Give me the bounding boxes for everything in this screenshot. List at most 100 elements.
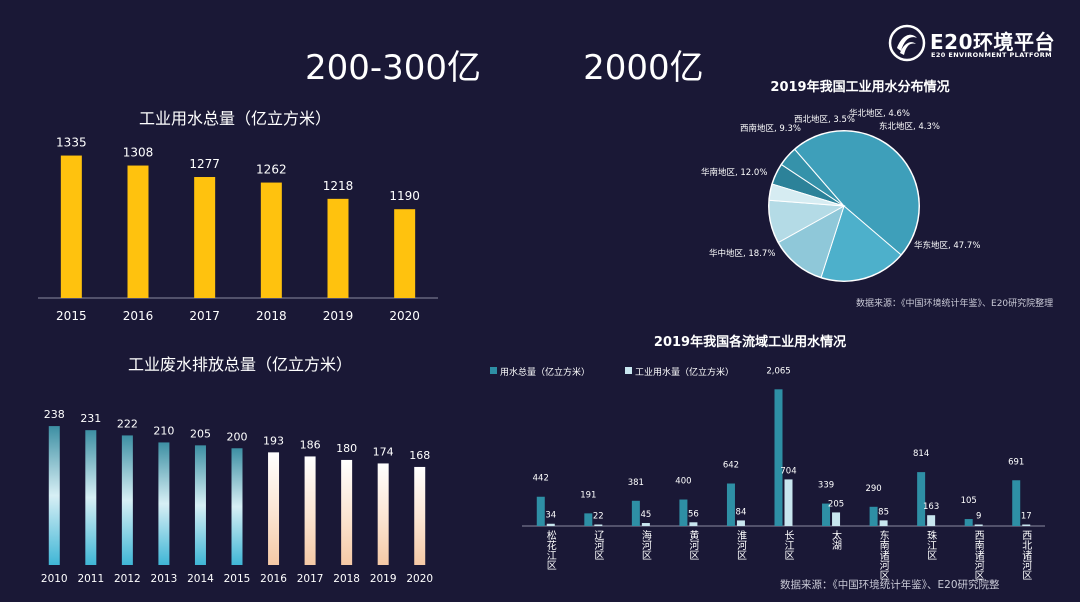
basin-tick-label: 西北诸河区 — [1020, 530, 1032, 580]
wastewater-value-label: 210 — [153, 424, 174, 437]
wastewater-tick-label: 2016 — [260, 573, 287, 585]
basin-industrial-bar — [784, 479, 793, 526]
pie-slice-label: 华东地区, 47.7% — [914, 240, 980, 251]
basin-tick-label: 西南诸河区 — [972, 530, 984, 580]
pie-title: 2019年我国工业用水分布情况 — [770, 80, 950, 95]
basin-tick-label: 黄河区 — [687, 529, 699, 560]
basin-value-label: 45 — [640, 510, 651, 520]
wastewater-bar — [341, 459, 353, 565]
wastewater-bar — [121, 435, 133, 565]
basin-value-label: 400 — [675, 477, 691, 487]
water-tick-label: 2015 — [56, 309, 87, 323]
basin-total-bar — [964, 519, 973, 526]
basin-tick-label: 辽河区 — [592, 530, 604, 560]
basin-value-label: 34 — [545, 511, 556, 521]
wastewater-tick-label: 2014 — [187, 573, 214, 585]
water-tick-label: 2016 — [123, 309, 154, 323]
pie-slice — [768, 183, 845, 207]
wastewater-tick-label: 2020 — [406, 573, 433, 585]
basin-total-bar — [631, 500, 640, 526]
basin-value-label: 22 — [593, 512, 604, 522]
basin-value-label: 704 — [780, 466, 796, 476]
pie-slice — [794, 130, 920, 256]
legend-label-total: 用水总量（亿立方米） — [500, 366, 590, 378]
basin-value-label: 442 — [533, 474, 549, 484]
legend-swatch-total — [490, 367, 497, 374]
basin-industrial-bar — [689, 522, 698, 526]
pie-slice-label: 东北地区, 4.3% — [879, 121, 940, 132]
wastewater-bar — [414, 466, 426, 565]
basin-total-bar — [726, 483, 735, 526]
wastewater-bar — [85, 430, 97, 565]
water-bar — [194, 177, 216, 298]
pie-source: 数据来源：《中国环境统计年鉴》、E20研究院整理 — [856, 299, 1054, 309]
legend-swatch-industrial — [625, 367, 632, 374]
basin-industrial-bar — [1022, 524, 1031, 526]
water-value-label: 1308 — [123, 146, 154, 160]
water-bar — [394, 209, 416, 298]
pie-slice-label: 华中地区, 18.7% — [709, 248, 775, 259]
water-value-label: 1218 — [323, 179, 354, 193]
basin-value-label: 191 — [580, 490, 596, 500]
basin-industrial-bar — [879, 520, 888, 526]
headline: 200-300亿 2000亿 — [305, 40, 704, 89]
basin-tick-label: 太湖 — [830, 529, 842, 551]
basin-value-label: 85 — [878, 507, 889, 517]
basin-value-label: 2,065 — [766, 366, 790, 376]
wastewater-chart: 238 2010 231 2011 222 2012 210 2013 205 2014 200 20… — [41, 408, 433, 585]
wastewater-tick-label: 2011 — [77, 573, 104, 585]
water-value-label: 1190 — [389, 189, 420, 203]
basin-total-bar — [917, 472, 926, 526]
headline-left: 200-300亿 — [305, 48, 482, 88]
basin-industrial-bar — [546, 523, 555, 526]
pie-slice-label: 西南地区, 9.3% — [740, 123, 801, 134]
basin-total-bar — [1012, 480, 1021, 526]
basin-value-label: 381 — [628, 478, 644, 488]
basin-value-label: 205 — [828, 499, 844, 509]
wastewater-tick-label: 2010 — [41, 573, 68, 585]
basin-value-label: 56 — [688, 509, 699, 519]
basin-value-label: 290 — [865, 484, 881, 494]
basin-value-label: 9 — [976, 512, 981, 522]
wastewater-value-label: 205 — [190, 427, 211, 440]
pie-slice-label: 西北地区, 3.5% — [794, 114, 855, 125]
water-tick-label: 2018 — [256, 309, 287, 323]
basin-value-label: 691 — [1008, 457, 1024, 467]
water-tick-label: 2020 — [389, 309, 420, 323]
water-value-label: 1262 — [256, 163, 287, 177]
water-value-label: 1277 — [189, 157, 220, 171]
wastewater-value-label: 180 — [336, 442, 357, 455]
wastewater-tick-label: 2012 — [114, 573, 141, 585]
wastewater-bar — [194, 445, 206, 565]
basin-total-bar — [822, 503, 831, 526]
basin-tick-label: 淮河区 — [734, 530, 746, 560]
water-bar — [260, 182, 282, 298]
basin-total-bar — [536, 496, 545, 526]
pie-slice — [820, 205, 902, 282]
water-tick-label: 2017 — [189, 309, 220, 323]
wastewater-title: 工业废水排放总量（亿立方米） — [127, 355, 352, 374]
water-value-label: 1335 — [56, 136, 87, 150]
basin-industrial-bar — [736, 520, 745, 526]
wastewater-value-label: 193 — [263, 434, 284, 447]
water-bar — [60, 155, 82, 298]
wastewater-bar — [304, 456, 316, 565]
wastewater-tick-label: 2018 — [333, 573, 360, 585]
legend-label-industrial: 工业用水量（亿立方米） — [635, 366, 734, 378]
wastewater-bar — [48, 426, 60, 565]
basin-total-bar — [869, 506, 878, 526]
basin-tick-label: 长江区 — [782, 530, 794, 560]
pie-slice-label: 华北地区, 4.6% — [849, 108, 910, 119]
basin-industrial-bar — [641, 523, 650, 526]
basin-value-label: 642 — [723, 461, 739, 471]
wastewater-value-label: 186 — [300, 438, 321, 451]
wastewater-value-label: 168 — [409, 449, 430, 462]
basin-industrial-bar — [594, 524, 603, 526]
headline-right: 2000亿 — [583, 48, 704, 88]
basin-total-bar — [679, 499, 688, 526]
wastewater-tick-label: 2015 — [224, 573, 251, 585]
basin-tick-label: 松花江区 — [544, 529, 556, 570]
basin-title: 2019年我国各流域工业用水情况 — [653, 335, 847, 350]
basin-tick-label: 海河区 — [639, 529, 651, 560]
wastewater-value-label: 238 — [44, 408, 65, 421]
